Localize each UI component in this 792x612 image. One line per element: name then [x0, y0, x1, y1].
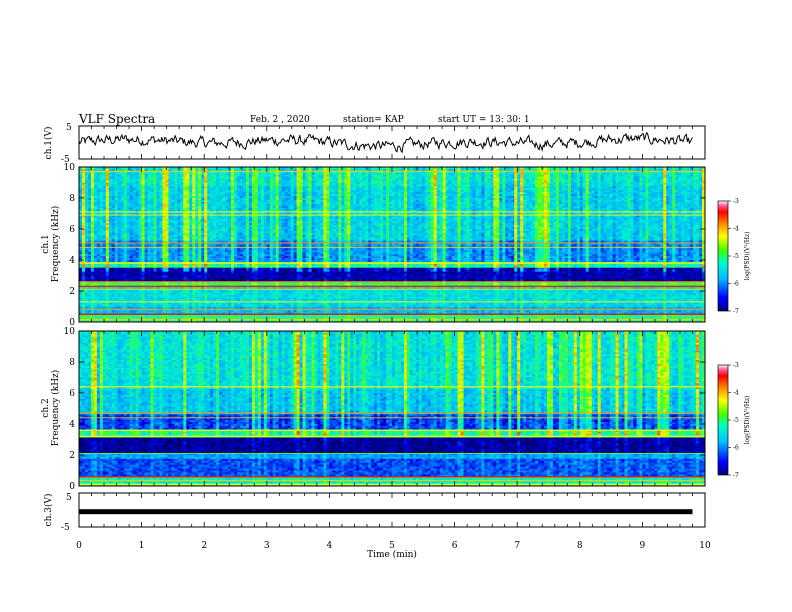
- ch1-spectrogram-panel: 0 2 4 6 8 10 ch.1 Frequency (kHz) -3 -4 -5 -6 -7 …: [41, 163, 751, 328]
- start-time-label: start UT = 13: 30: 1: [438, 115, 530, 125]
- ch1-spectrogram-image: [79, 167, 706, 323]
- spec2-ytick-label-8: 8: [69, 358, 75, 368]
- narrowband-line: [79, 281, 705, 283]
- spec1-ytick-label-6: 6: [69, 225, 75, 235]
- ch1-ytick-top: 5: [66, 123, 72, 133]
- colorbar-tick-label: -6: [733, 445, 739, 452]
- narrowband-line: [79, 301, 705, 303]
- figure-title: VLF Spectra: [78, 112, 155, 126]
- narrowband-line: [79, 475, 705, 478]
- ch1-colorbar-gradient: [717, 200, 729, 312]
- narrowband-line: [79, 417, 705, 419]
- spec2-ytick-label-10: 10: [64, 327, 76, 337]
- colorbar-tick-label: -3: [733, 198, 739, 205]
- ch1-spectrogram-ticks: [78, 167, 706, 322]
- narrowband-line: [79, 285, 705, 288]
- spec2-ytick-label-0: 0: [69, 482, 75, 492]
- ch1-waveform-line: [78, 132, 693, 154]
- colorbar-tick-label: -6: [733, 281, 739, 288]
- x-tick-label-6: 6: [452, 541, 458, 551]
- ch2-spectrogram-yticks: 0 2 4 6 8 10: [64, 327, 705, 492]
- x-tick-label-10: 10: [699, 541, 711, 551]
- colorbar-tick-label: -4: [733, 390, 739, 397]
- date-label: Feb. 2 , 2020: [250, 115, 310, 125]
- narrowband-line: [79, 429, 705, 431]
- colorbar-tick-label: -5: [733, 417, 739, 424]
- x-tick-label-2: 2: [201, 541, 207, 551]
- ch2-spectrogram-panel: 0 2 4 6 8 10 ch.2 Frequency (kHz) -3 -4 -5 -6 -7 …: [41, 327, 751, 492]
- ch1-spectrogram-yticks: 0 2 4 6 8 10: [64, 163, 705, 328]
- x-tick-label-9: 9: [640, 541, 646, 551]
- narrowband-line: [79, 262, 705, 264]
- x-tick-label-3: 3: [264, 541, 270, 551]
- ch2-colorbar-label: log(PSD)(V²/Hz): [744, 396, 751, 445]
- x-tick-labels: 0 1 2 3 4 5 6 7 8 9 10: [76, 541, 711, 551]
- ch2-spectrogram-ticks: [78, 331, 706, 486]
- x-tick-label-5: 5: [389, 541, 395, 551]
- ch1-waveform-ticks: [78, 126, 706, 159]
- spec1-ytick-label-2: 2: [69, 287, 75, 297]
- narrowband-line: [79, 288, 705, 291]
- narrowband-line: [79, 247, 705, 249]
- x-tick-label-4: 4: [327, 541, 333, 551]
- colorbar-tick-label: -4: [733, 226, 739, 233]
- narrowband-line: [79, 309, 705, 311]
- narrowband-line: [79, 435, 705, 438]
- x-tick-label-0: 0: [76, 541, 82, 551]
- x-tick-label-7: 7: [514, 541, 520, 551]
- spec1-ytick-label-8: 8: [69, 194, 75, 204]
- ch2-colorbar-gradient: [717, 364, 729, 476]
- ch1-colorbar: -3 -4 -5 -6 -7 log(PSD)(V²/Hz): [717, 198, 751, 315]
- narrowband-line: [79, 242, 705, 244]
- ch2-spectrogram-image: [79, 331, 706, 487]
- x-tick-label-1: 1: [139, 541, 145, 551]
- ch1-colorbar-ticks: -3 -4 -5 -6 -7: [728, 198, 739, 315]
- ch1-colorbar-label: log(PSD)(V²/Hz): [744, 232, 751, 281]
- ch1-waveform-panel: 5 -5 ch.1(V): [43, 123, 706, 165]
- narrowband-line: [79, 452, 705, 454]
- ch3-waveform-line: [79, 509, 693, 515]
- colorbar-tick-label: -3: [733, 362, 739, 369]
- narrowband-line: [79, 479, 705, 482]
- narrowband-line: [79, 386, 705, 388]
- narrowband-line: [79, 313, 705, 315]
- colorbar-tick-label: -7: [733, 308, 739, 315]
- x-axis-label: Time (min): [367, 549, 417, 560]
- spec1-ytick-label-10: 10: [64, 163, 76, 173]
- narrowband-line: [79, 211, 705, 213]
- ch2-spectrogram-ylabel-line1: ch.2: [41, 398, 51, 417]
- ch2-colorbar-ticks: -3 -4 -5 -6 -7: [728, 362, 739, 479]
- ch1-ylabel: ch.1(V): [43, 127, 54, 160]
- ch2-colorbar: -3 -4 -5 -6 -7 log(PSD)(V²/Hz): [717, 362, 751, 479]
- colorbar-tick-label: -5: [733, 253, 739, 260]
- narrowband-line: [79, 214, 705, 216]
- x-tick-label-8: 8: [577, 541, 583, 551]
- ch3-ytick-top: 5: [66, 493, 72, 503]
- spec2-ytick-label-6: 6: [69, 389, 75, 399]
- spec2-ytick-label-2: 2: [69, 451, 75, 461]
- spec2-ytick-label-4: 4: [69, 420, 75, 430]
- colorbar-tick-label: -7: [733, 472, 739, 479]
- ch3-ylabel: ch.3(V): [43, 494, 54, 527]
- narrowband-line: [79, 412, 705, 414]
- ch3-ytick-bottom: -5: [61, 523, 70, 533]
- ch3-waveform-ticks: [78, 493, 706, 527]
- ch2-spectrogram-ylabel-line2: Frequency (kHz): [50, 370, 61, 447]
- spec1-ytick-label-0: 0: [69, 318, 75, 328]
- ch1-spectrogram-ylabel-line1: ch.1: [41, 234, 51, 253]
- ch1-ytick-bottom: -5: [61, 155, 70, 165]
- ch1-spectrogram-ylabel-line2: Frequency (kHz): [50, 206, 61, 283]
- station-label: station= KAP: [343, 115, 404, 125]
- spec1-ytick-label-4: 4: [69, 256, 75, 266]
- ch3-waveform-panel: 5 -5 ch.3(V): [43, 492, 706, 533]
